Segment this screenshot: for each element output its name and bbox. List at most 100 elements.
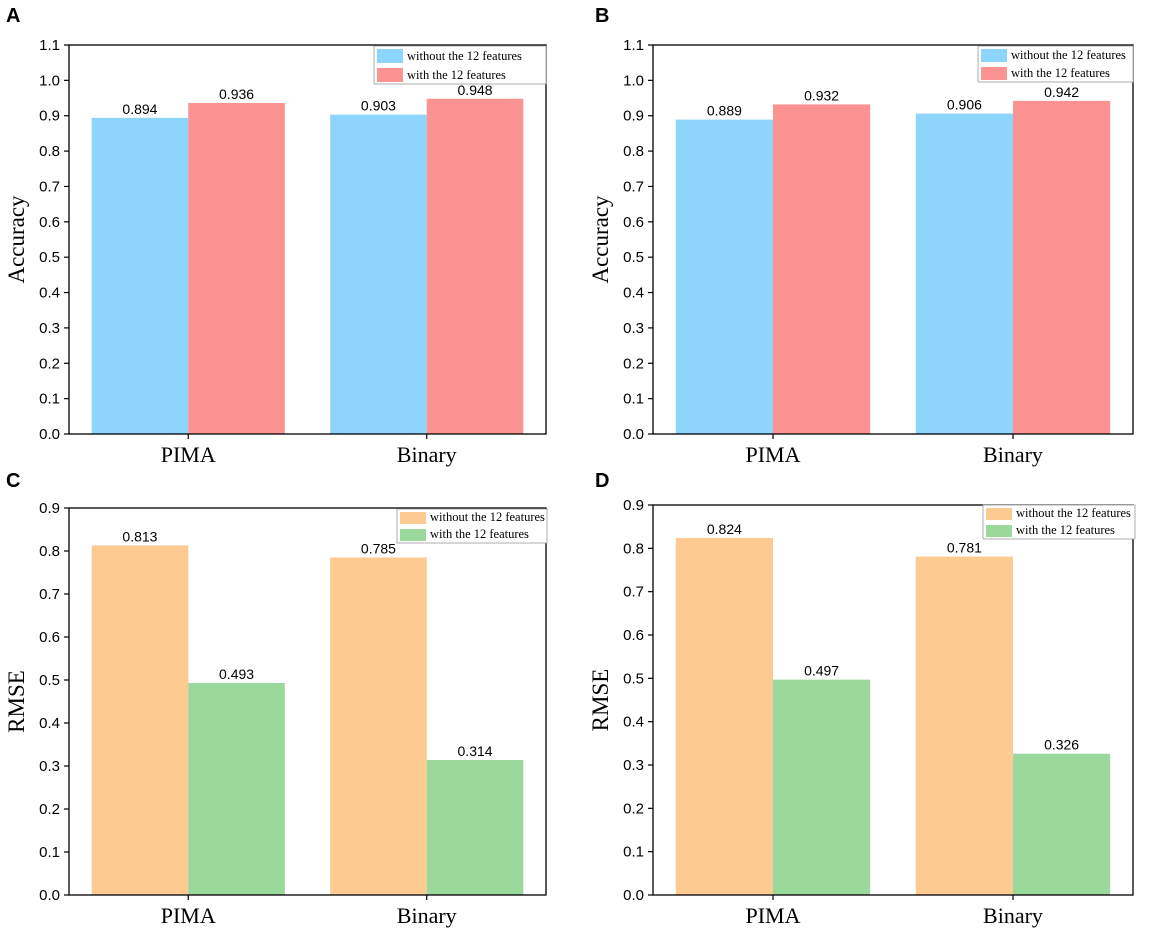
y-tick-label: 0.7 xyxy=(39,178,60,195)
x-tick-label: PIMA xyxy=(161,442,216,467)
bar[interactable] xyxy=(426,759,524,895)
data-label: 0.314 xyxy=(458,743,493,759)
y-tick-label: 0.9 xyxy=(623,497,644,514)
bar[interactable] xyxy=(426,98,524,435)
y-axis-title: RMSE xyxy=(4,670,29,733)
y-tick-label: 0.2 xyxy=(39,801,60,818)
bar[interactable] xyxy=(915,113,1013,434)
panel-letter: D xyxy=(595,470,609,492)
y-tick-label: 0.1 xyxy=(39,844,60,861)
y-tick-label: 0.8 xyxy=(39,543,60,560)
y-tick-label: 0.4 xyxy=(39,715,60,732)
data-label: 0.493 xyxy=(219,666,254,682)
y-tick-label: 0.4 xyxy=(623,714,644,731)
bar[interactable] xyxy=(773,104,871,434)
bar[interactable] xyxy=(91,117,189,434)
y-tick-label: 0.5 xyxy=(623,249,644,266)
y-tick-label: 0.7 xyxy=(39,586,60,603)
bar[interactable] xyxy=(773,679,871,895)
bar[interactable] xyxy=(188,683,285,895)
y-tick-label: 0.2 xyxy=(623,355,644,372)
y-tick-label: 0.0 xyxy=(39,887,60,904)
legend-swatch xyxy=(986,525,1012,537)
data-label: 0.326 xyxy=(1044,737,1079,753)
legend-swatch xyxy=(377,49,403,63)
plot-frame xyxy=(68,507,547,896)
panel-letter: A xyxy=(6,5,20,27)
y-tick-label: 0.3 xyxy=(623,320,644,337)
legend-label: with the 12 features xyxy=(430,527,529,541)
y-tick-label: 0.3 xyxy=(39,758,60,775)
y-tick-label: 0.8 xyxy=(623,540,644,557)
y-tick-label: 0.1 xyxy=(623,391,644,408)
legend-label: with the 12 features xyxy=(1011,66,1110,80)
y-tick-label: 0.4 xyxy=(623,285,644,302)
data-label: 0.936 xyxy=(219,86,254,102)
chart-panel-c: C 0.813 0.493 PIMA 0.785 0.314 Binary 0.0 0.1 0.2… xyxy=(4,470,548,928)
y-tick-label: 1.1 xyxy=(39,37,60,54)
x-tick-label: Binary xyxy=(397,442,457,467)
x-tick-label: PIMA xyxy=(745,903,800,928)
data-label: 0.781 xyxy=(947,540,982,556)
y-tick-label: 0.1 xyxy=(39,391,60,408)
y-tick-label: 0.0 xyxy=(623,426,644,443)
legend-swatch xyxy=(377,68,403,82)
y-tick-label: 0.0 xyxy=(623,887,644,904)
data-label: 0.942 xyxy=(1044,84,1079,100)
y-tick-label: 0.0 xyxy=(39,426,60,443)
y-tick-label: 0.6 xyxy=(39,214,60,231)
bar[interactable] xyxy=(330,557,427,895)
y-tick-label: 0.5 xyxy=(39,672,60,689)
y-tick-label: 0.4 xyxy=(39,285,60,302)
data-label: 0.497 xyxy=(804,663,839,679)
chart-panel-a: A 0.894 0.936 PIMA 0.903 0.948 Binary 0.0 0.1 0.2… xyxy=(4,5,547,467)
bar[interactable] xyxy=(675,537,773,895)
y-tick-label: 1.1 xyxy=(623,37,644,54)
bar[interactable] xyxy=(675,119,773,434)
x-tick-label: Binary xyxy=(397,903,457,928)
legend-swatch xyxy=(981,49,1007,62)
y-tick-label: 0.8 xyxy=(39,143,60,160)
legend: without the 12 features with the 12 featu… xyxy=(977,45,1134,83)
y-tick-label: 0.3 xyxy=(623,757,644,774)
x-tick-label: Binary xyxy=(983,442,1043,467)
y-tick-label: 0.9 xyxy=(623,108,644,125)
legend-label: with the 12 features xyxy=(1016,523,1115,537)
legend-swatch xyxy=(981,67,1007,80)
y-axis-title: Accuracy xyxy=(4,195,29,284)
bar[interactable] xyxy=(1013,100,1111,434)
bar[interactable] xyxy=(91,545,189,895)
y-tick-label: 0.2 xyxy=(623,800,644,817)
legend-label: without the 12 features xyxy=(1011,48,1126,62)
y-tick-label: 0.6 xyxy=(623,214,644,231)
y-tick-label: 1.0 xyxy=(39,72,60,89)
legend-label: without the 12 features xyxy=(430,510,545,524)
legend: without the 12 features with the 12 featu… xyxy=(982,504,1136,540)
y-tick-label: 0.5 xyxy=(39,249,60,266)
panel-letter: B xyxy=(595,5,609,27)
legend-swatch xyxy=(986,508,1012,520)
data-label: 0.894 xyxy=(122,101,157,117)
plot-frame xyxy=(652,44,1134,435)
data-label: 0.903 xyxy=(361,98,396,114)
y-axis-title: RMSE xyxy=(588,669,613,732)
y-tick-label: 0.7 xyxy=(623,178,644,195)
bar[interactable] xyxy=(188,102,285,434)
legend-label: without the 12 features xyxy=(1016,506,1131,520)
data-label: 0.785 xyxy=(361,540,396,556)
y-tick-label: 0.3 xyxy=(39,320,60,337)
legend-swatch xyxy=(400,529,426,541)
y-tick-label: 0.8 xyxy=(623,143,644,160)
bar[interactable] xyxy=(915,556,1013,895)
bar[interactable] xyxy=(1013,753,1111,895)
y-axis-title: Accuracy xyxy=(588,195,613,284)
data-label: 0.824 xyxy=(707,521,742,537)
y-tick-label: 0.6 xyxy=(623,627,644,644)
y-tick-label: 0.5 xyxy=(623,670,644,687)
data-label: 0.813 xyxy=(122,528,157,544)
x-tick-label: Binary xyxy=(983,903,1043,928)
bar[interactable] xyxy=(330,114,427,434)
y-tick-label: 0.2 xyxy=(39,355,60,372)
legend-label: with the 12 features xyxy=(407,68,506,82)
legend: without the 12 features with the 12 featu… xyxy=(396,508,548,544)
